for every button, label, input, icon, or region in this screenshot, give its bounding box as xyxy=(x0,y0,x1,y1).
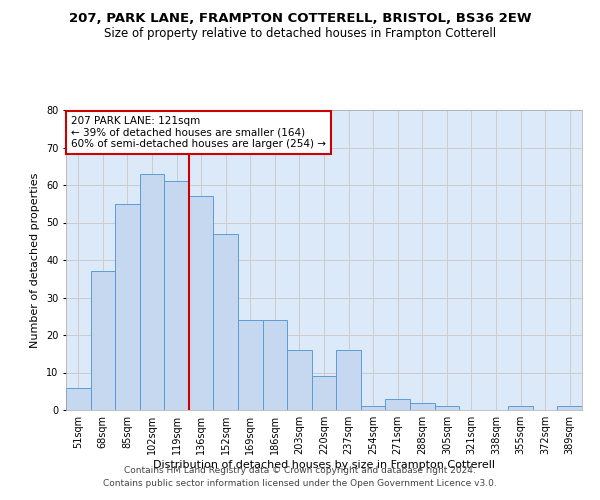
Bar xyxy=(312,376,336,410)
Bar xyxy=(214,234,238,410)
Bar xyxy=(410,402,434,410)
Bar xyxy=(361,406,385,410)
Y-axis label: Number of detached properties: Number of detached properties xyxy=(31,172,40,348)
X-axis label: Distribution of detached houses by size in Frampton Cotterell: Distribution of detached houses by size … xyxy=(153,460,495,470)
Bar xyxy=(238,320,263,410)
Text: 207, PARK LANE, FRAMPTON COTTERELL, BRISTOL, BS36 2EW: 207, PARK LANE, FRAMPTON COTTERELL, BRIS… xyxy=(69,12,531,26)
Bar xyxy=(385,399,410,410)
Bar xyxy=(508,406,533,410)
Bar xyxy=(140,174,164,410)
Bar xyxy=(287,350,312,410)
Bar xyxy=(263,320,287,410)
Bar xyxy=(91,271,115,410)
Bar xyxy=(66,388,91,410)
Text: Contains HM Land Registry data © Crown copyright and database right 2024.
Contai: Contains HM Land Registry data © Crown c… xyxy=(103,466,497,487)
Text: Size of property relative to detached houses in Frampton Cotterell: Size of property relative to detached ho… xyxy=(104,28,496,40)
Bar xyxy=(336,350,361,410)
Bar xyxy=(164,181,189,410)
Bar xyxy=(115,204,140,410)
Bar xyxy=(557,406,582,410)
Bar xyxy=(434,406,459,410)
Bar xyxy=(189,196,214,410)
Text: 207 PARK LANE: 121sqm
← 39% of detached houses are smaller (164)
60% of semi-det: 207 PARK LANE: 121sqm ← 39% of detached … xyxy=(71,116,326,149)
